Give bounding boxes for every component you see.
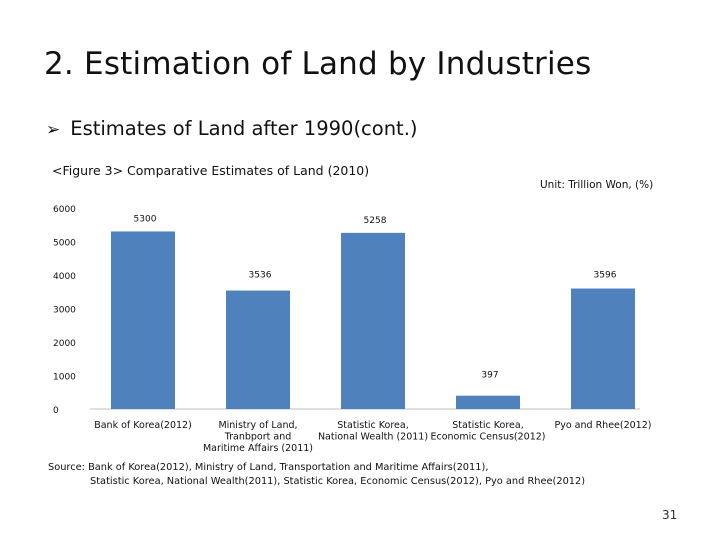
y-tick-label: 6000 <box>53 205 76 215</box>
y-tick-label: 0 <box>53 406 59 416</box>
x-tick-label: Statistic Korea, Economic Census(2012) <box>430 420 545 443</box>
bar-value-label: 3596 <box>594 271 617 281</box>
source-line-1: Source: Bank of Korea(2012), Ministry of… <box>48 462 489 473</box>
bullet-point: ➢ Estimates of Land after 1990(cont.) <box>46 117 418 140</box>
data-labels: 5300 3536 5258 397 3596 <box>134 214 617 380</box>
figure-caption: <Figure 3> Comparative Estimates of Land… <box>52 163 370 178</box>
page-number: 31 <box>662 508 678 522</box>
bar <box>226 290 290 409</box>
y-tick-label: 2000 <box>53 339 76 349</box>
unit-label: Unit: Trillion Won, (%) <box>540 179 654 191</box>
y-axis: 6000 5000 4000 3000 2000 1000 0 <box>53 205 76 416</box>
bar-value-label: 5300 <box>134 214 157 224</box>
y-tick-label: 3000 <box>53 306 76 316</box>
arrow-bullet-icon: ➢ <box>46 120 61 140</box>
bar-value-label: 5258 <box>364 216 387 226</box>
x-axis-labels: Bank of Korea(2012) Ministry of Land, Tran… <box>94 420 651 454</box>
slide-title: 2. Estimation of Land by Industries <box>44 46 592 82</box>
y-tick-label: 1000 <box>53 373 76 383</box>
source-note: Source: Bank of Korea(2012), Ministry of… <box>48 461 585 489</box>
x-tick-label: Statistic Korea, National Wealth (2011) <box>318 420 428 443</box>
source-line-2: Statistic Korea, National Wealth(2011), … <box>90 476 586 487</box>
x-tick-label: Pyo and Rhee(2012) <box>555 420 652 431</box>
y-tick-label: 5000 <box>53 239 76 249</box>
bar-value-label: 3536 <box>249 271 272 281</box>
bar <box>456 395 520 409</box>
bar <box>571 288 635 409</box>
x-tick-label: Ministry of Land, Tranbport and Maritime A… <box>203 420 313 454</box>
bar-value-label: 397 <box>481 371 498 381</box>
bullet-text: Estimates of Land after 1990(cont.) <box>70 117 418 140</box>
bar <box>111 231 175 409</box>
bar-series <box>111 231 635 409</box>
bar <box>341 232 405 409</box>
y-tick-label: 4000 <box>53 272 76 282</box>
x-tick-label: Bank of Korea(2012) <box>94 420 192 431</box>
